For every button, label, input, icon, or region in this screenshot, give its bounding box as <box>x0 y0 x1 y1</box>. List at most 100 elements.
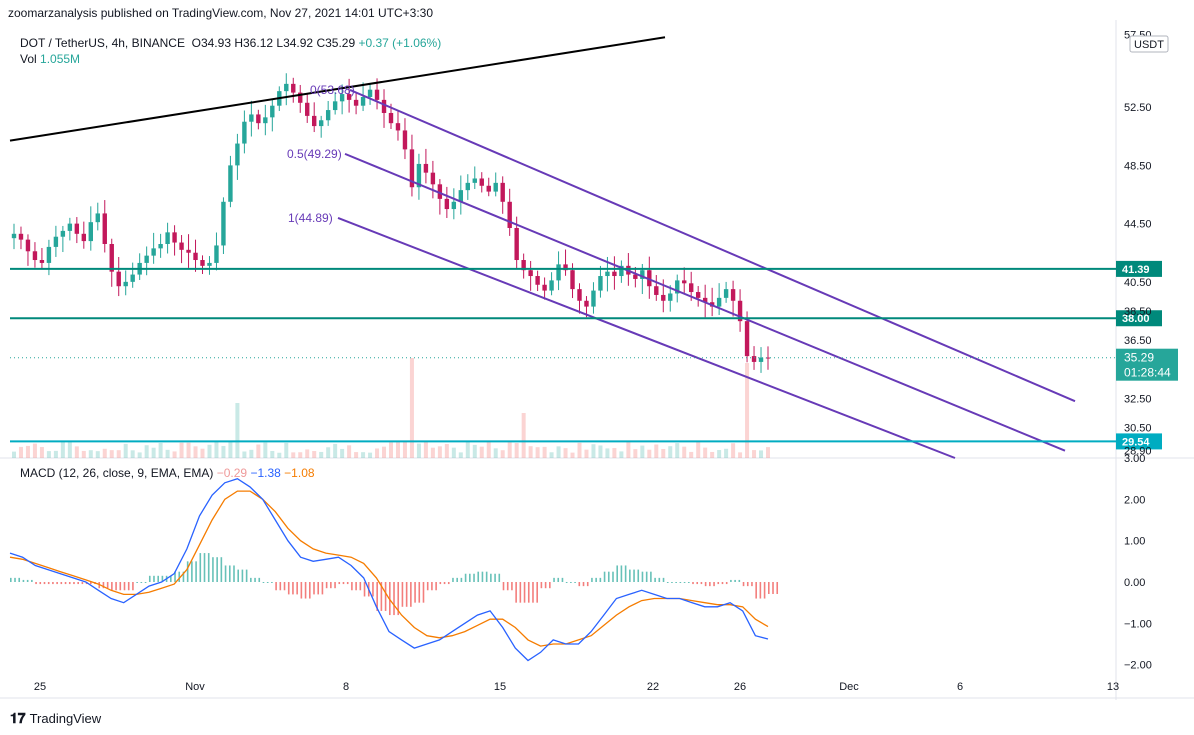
price-tick-label: 44.50 <box>1124 219 1152 231</box>
macd-histogram-bar <box>498 573 501 582</box>
macd-histogram-bar <box>477 571 480 582</box>
drawings: 0(53.68) 0.5(49.29) 1(44.89) 41.39 38.00 29.5… <box>9 36 1178 459</box>
volume-bar <box>458 452 463 458</box>
candle-body <box>109 244 114 272</box>
macd-histogram-bar <box>254 577 256 582</box>
macd-histogram-bar <box>359 582 362 591</box>
macd-histogram-bar <box>64 582 67 585</box>
macd-histogram-bar <box>237 569 239 582</box>
macd-histogram-bar <box>603 571 606 582</box>
channel-lower-line <box>337 217 956 459</box>
macd-histogram-bar <box>26 579 29 582</box>
macd-signal-value: −1.08 <box>284 466 315 480</box>
volume-bar <box>375 448 380 458</box>
volume-bar <box>389 442 393 458</box>
candle-body <box>179 242 184 250</box>
candle-body <box>60 230 66 237</box>
footer-brand[interactable]: TradingView <box>29 711 102 726</box>
candle-body <box>556 264 561 281</box>
volume-bar <box>598 445 603 458</box>
macd-histogram-bar <box>582 582 585 587</box>
macd-histogram-bar <box>687 582 690 583</box>
volume-bar <box>256 444 261 458</box>
candle-body <box>165 232 170 244</box>
macd-histogram-bar <box>658 577 661 582</box>
macd-histogram-bar <box>570 582 572 583</box>
macd-histogram-bar <box>308 582 311 599</box>
macd-histogram-bar <box>81 582 84 585</box>
macd-histogram-bar <box>443 582 446 585</box>
candle-body <box>682 280 687 284</box>
macd-histogram-bar <box>439 582 442 585</box>
candle-body <box>130 274 135 282</box>
candle-body <box>395 123 401 131</box>
volume-label[interactable]: Vol <box>20 52 37 66</box>
macd-histogram-bar <box>553 577 555 582</box>
macd-label[interactable]: MACD (12, 26, close, 9, EMA, EMA) <box>20 466 214 480</box>
fib-level-label: 0.5(49.29) <box>287 147 342 161</box>
fib-level-label: 1(44.89) <box>288 211 333 225</box>
macd-histogram-bar <box>755 582 757 599</box>
channel-upper-line <box>349 89 1076 403</box>
macd-tick-label: −1.00 <box>1124 618 1152 630</box>
candle-body <box>563 264 568 271</box>
candle-body <box>605 271 610 277</box>
macd-histogram-bar <box>557 577 560 582</box>
candle-body <box>81 233 87 242</box>
time-tick-label: 15 <box>494 681 506 693</box>
macd-histogram-bar <box>115 582 117 591</box>
macd-histogram-bar <box>650 571 652 582</box>
candle-body <box>46 246 52 263</box>
macd-histogram-bar <box>397 582 400 616</box>
macd-histogram-bar <box>178 571 181 582</box>
volume-bar <box>682 446 687 458</box>
macd-histogram-bar <box>304 582 307 599</box>
macd-histogram-bar <box>494 573 496 582</box>
close-value: C35.29 <box>316 36 356 50</box>
macd-histogram-bar <box>39 582 42 585</box>
macd-histogram-bar <box>410 582 412 607</box>
price-level-tag-label: 41.39 <box>1122 264 1150 276</box>
currency-badge[interactable] <box>1129 35 1169 53</box>
volume-bar <box>291 452 296 458</box>
symbol-label[interactable]: DOT / TetherUS, 4h, BINANCE <box>20 36 185 50</box>
macd-histogram-bar <box>241 569 244 582</box>
candle-body <box>325 110 331 121</box>
volume-bar <box>193 446 198 458</box>
volume-bar <box>109 450 114 458</box>
macd-histogram-bar <box>452 577 454 582</box>
candle-body <box>53 236 59 247</box>
volume-bar <box>242 451 247 458</box>
macd-histogram-bar <box>464 573 467 582</box>
macd-histogram-bar <box>418 582 421 603</box>
volume-bar <box>423 441 428 458</box>
macd-histogram-bar <box>342 582 345 585</box>
price-tick-label: 32.50 <box>1124 393 1152 405</box>
candle-body <box>668 293 673 301</box>
volume-bar <box>514 443 519 458</box>
price-tick-label: 36.50 <box>1124 335 1152 347</box>
macd-histogram-bar <box>228 565 231 582</box>
macd-histogram-bar <box>713 582 715 587</box>
macd-histogram-bar <box>102 582 105 589</box>
candle-body <box>144 255 149 263</box>
tradingview-logo-icon[interactable]: 𝟏𝟕 <box>10 710 26 726</box>
volume-bar <box>88 450 93 458</box>
volume-bar <box>319 451 324 458</box>
candle-body <box>158 244 163 249</box>
volume-bar <box>437 446 442 458</box>
price-level-tag-label: 29.54 <box>1122 436 1150 448</box>
candle-body <box>193 252 198 261</box>
candle-body <box>465 182 470 191</box>
macd-histogram-bar <box>372 582 374 597</box>
price-tick-label: 38.50 <box>1124 306 1152 318</box>
macd-hist-value: −0.29 <box>216 466 248 480</box>
macd-histogram-bar <box>233 565 235 582</box>
volume-bar <box>465 441 470 458</box>
macd-histogram-bar <box>460 577 463 582</box>
macd-histogram-bar <box>671 582 673 583</box>
candles <box>11 73 771 373</box>
macd-histogram-bar <box>431 582 433 591</box>
macd-histogram-bar <box>376 582 378 611</box>
